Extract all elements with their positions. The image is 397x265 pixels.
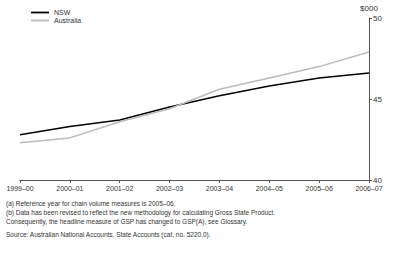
svg-text:2005–06: 2005–06 [306,185,333,192]
svg-text:1999–00: 1999–00 [6,185,33,192]
svg-text:40: 40 [373,176,382,185]
svg-text:(b) Data has been revised to r: (b) Data has been revised to reflect the… [6,209,275,217]
svg-text:50: 50 [373,14,382,23]
svg-text:(a) Reference year for chain v: (a) Reference year for chain volume meas… [6,200,176,208]
svg-text:2003–04: 2003–04 [206,185,233,192]
svg-text:2001–02: 2001–02 [106,185,133,192]
svg-text:2002–03: 2002–03 [156,185,183,192]
svg-text:2000–01: 2000–01 [56,185,83,192]
svg-text:45: 45 [373,95,382,104]
svg-text:Source: Australian National Ac: Source: Australian National Accounts, St… [6,231,211,239]
svg-text:NSW: NSW [54,9,71,16]
svg-text:Consequently, the headline mea: Consequently, the headline measure of GS… [6,218,248,226]
svg-text:2006–07: 2006–07 [355,185,382,192]
svg-text:2004–05: 2004–05 [256,185,283,192]
svg-text:$000: $000 [360,4,378,13]
svg-text:Australia: Australia [54,17,81,24]
